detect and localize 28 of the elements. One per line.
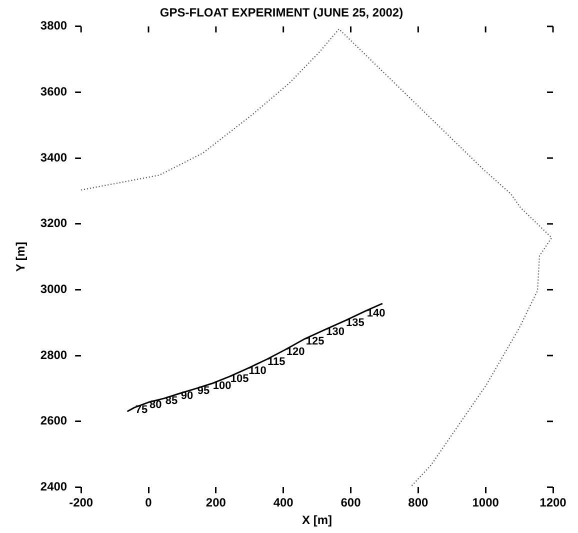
- y-axis-title: Y [m]: [14, 242, 28, 272]
- annotation: 110: [248, 364, 266, 377]
- y-tick-label: 3000: [40, 282, 68, 296]
- annotation: 120: [286, 346, 305, 358]
- y-tick-label: 2400: [40, 480, 68, 494]
- annotation: 135: [346, 317, 364, 330]
- annotation: 125: [306, 335, 324, 348]
- chart-title: GPS-FLOAT EXPERIMENT (JUNE 25, 2002): [160, 6, 404, 20]
- annotation: 115: [267, 356, 286, 368]
- y-tick-label: 2800: [40, 348, 68, 362]
- x-tick-label: 1200: [540, 496, 567, 510]
- y-tick-label: 3600: [40, 84, 68, 99]
- x-tick-label: 600: [340, 496, 362, 510]
- annotation: 130: [326, 326, 344, 338]
- annotation: 105: [230, 373, 249, 386]
- x-tick-label: 400: [273, 496, 294, 510]
- x-tick-label: 0: [145, 496, 152, 510]
- y-tick-label: 3400: [40, 150, 68, 164]
- y-tick-label: 3800: [40, 18, 68, 33]
- annotation: 140: [366, 307, 386, 320]
- x-tick-label: 800: [408, 496, 428, 510]
- x-axis-title: X [m]: [302, 513, 332, 528]
- x-tick-label: 200: [206, 496, 226, 510]
- x-tick-label: 1000: [472, 496, 500, 510]
- y-tick-label: 3200: [40, 216, 68, 230]
- x-tick-label: -200: [69, 496, 94, 510]
- y-tick-label: 2600: [40, 414, 68, 428]
- line-series: [81, 28, 552, 488]
